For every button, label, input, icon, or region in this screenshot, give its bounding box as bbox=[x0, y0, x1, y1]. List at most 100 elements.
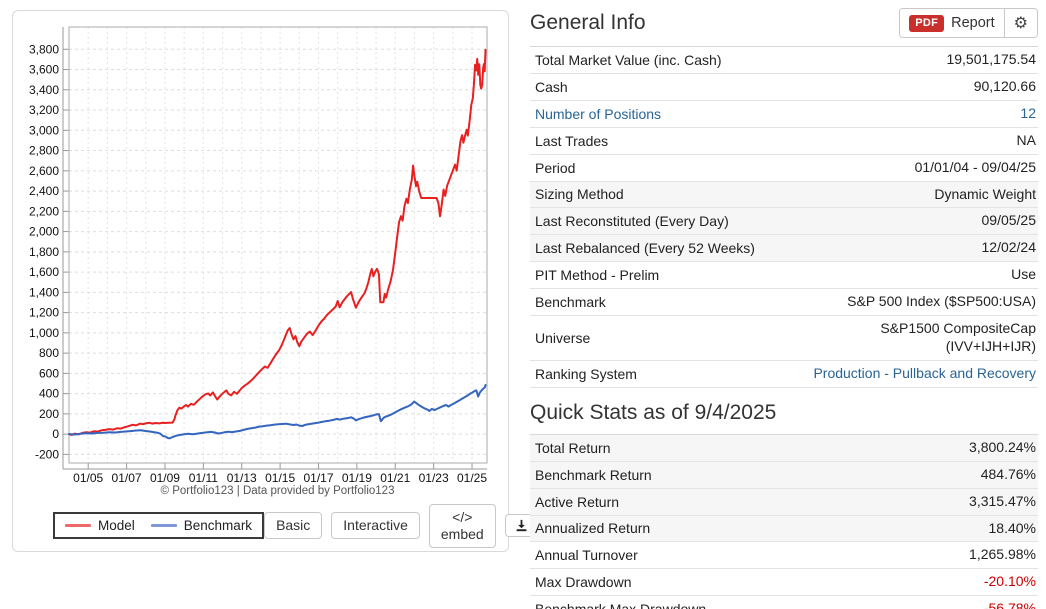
row-label: Benchmark Max Drawdown bbox=[535, 600, 706, 609]
row-label: Last Trades bbox=[535, 132, 609, 149]
download-chart-button[interactable] bbox=[504, 514, 538, 538]
row-value: 01/01/04 - 09/04/25 bbox=[914, 158, 1036, 175]
report-label: Report bbox=[951, 15, 995, 31]
svg-text:1,200: 1,200 bbox=[29, 306, 59, 320]
row-label: Last Rebalanced (Every 52 Weeks) bbox=[535, 240, 755, 257]
svg-text:600: 600 bbox=[39, 366, 59, 380]
table-row: Ranking System Production - Pullback and … bbox=[530, 361, 1038, 388]
table-row: Last Trades NA bbox=[530, 128, 1038, 155]
row-label: Annualized Return bbox=[535, 520, 651, 537]
row-value: 3,315.47% bbox=[969, 492, 1036, 509]
svg-text:800: 800 bbox=[39, 346, 59, 360]
svg-text:2,400: 2,400 bbox=[29, 184, 59, 198]
svg-text:01/05: 01/05 bbox=[73, 471, 103, 485]
gear-icon: ⚙ bbox=[1013, 13, 1028, 32]
table-row: Benchmark S&P 500 Index ($SP500:USA) bbox=[530, 289, 1038, 317]
svg-text:2,000: 2,000 bbox=[29, 225, 59, 239]
quick-stats-title: Quick Stats as of 9/4/2025 bbox=[530, 400, 777, 424]
table-row: Benchmark Max Drawdown -56.78% bbox=[530, 596, 1038, 609]
row-label: Sizing Method bbox=[535, 186, 624, 203]
download-icon bbox=[515, 519, 528, 532]
row-label: Max Drawdown bbox=[535, 574, 632, 591]
info-panel: General Info PDF Report ⚙ Total Market V… bbox=[530, 0, 1038, 609]
svg-text:01/21: 01/21 bbox=[380, 471, 410, 485]
row-value: 19,501,175.54 bbox=[946, 51, 1036, 67]
svg-text:3,800: 3,800 bbox=[29, 42, 59, 56]
row-label: Total Return bbox=[535, 439, 611, 456]
table-row: Annual Turnover 1,265.98% bbox=[530, 542, 1038, 570]
svg-text:1,600: 1,600 bbox=[29, 265, 59, 279]
legend-label: Benchmark bbox=[183, 518, 253, 534]
chart-view-buttons: Basic Interactive </> embed bbox=[264, 504, 538, 548]
svg-text:01/19: 01/19 bbox=[342, 471, 372, 485]
row-label: Period bbox=[535, 159, 576, 176]
svg-text:400: 400 bbox=[39, 387, 59, 401]
row-value: 09/05/25 bbox=[981, 212, 1037, 229]
general-info-header: General Info PDF Report ⚙ bbox=[530, 0, 1038, 46]
svg-text:1,400: 1,400 bbox=[29, 285, 59, 299]
table-row: PIT Method - Prelim Use bbox=[530, 262, 1038, 290]
legend-item-model[interactable]: Model bbox=[65, 518, 135, 533]
svg-text:01/15: 01/15 bbox=[265, 471, 295, 485]
interactive-view-button[interactable]: Interactive bbox=[331, 512, 420, 540]
svg-text:3,600: 3,600 bbox=[29, 63, 59, 77]
row-label: Total Market Value (inc. Cash) bbox=[535, 51, 722, 68]
row-label: Ranking System bbox=[535, 365, 637, 382]
table-row: Universe S&P1500 CompositeCap (IVV+IJH+IJ… bbox=[530, 316, 1038, 361]
header-actions: PDF Report ⚙ bbox=[899, 8, 1038, 38]
svg-text:-200: -200 bbox=[35, 447, 59, 461]
legend-item-benchmark[interactable]: Benchmark bbox=[150, 518, 253, 534]
general-info-title: General Info bbox=[530, 11, 646, 34]
embed-button[interactable]: </> embed bbox=[428, 504, 496, 548]
table-row: Cash 90,120.66 bbox=[530, 74, 1038, 101]
svg-text:0: 0 bbox=[52, 427, 59, 441]
svg-text:01/13: 01/13 bbox=[227, 471, 257, 485]
row-value: NA bbox=[1016, 131, 1036, 148]
general-info-table: Total Market Value (inc. Cash) 19,501,175… bbox=[530, 46, 1038, 388]
row-value: 90,120.66 bbox=[973, 77, 1036, 94]
row-value: 1,265.98% bbox=[969, 546, 1036, 563]
row-value: 3,800.24% bbox=[969, 438, 1036, 455]
row-value-link[interactable]: Production - Pullback and Recovery bbox=[813, 364, 1036, 381]
row-value: 484.76% bbox=[980, 465, 1036, 482]
settings-button[interactable]: ⚙ bbox=[1003, 9, 1037, 37]
svg-text:01/11: 01/11 bbox=[189, 471, 218, 485]
svg-text:01/07: 01/07 bbox=[112, 471, 142, 485]
svg-text:3,400: 3,400 bbox=[29, 83, 59, 97]
row-value: Use bbox=[1011, 266, 1036, 283]
table-row: Total Return 3,800.24% bbox=[530, 434, 1038, 462]
table-row: Sizing Method Dynamic Weight bbox=[530, 181, 1038, 209]
table-row: Last Reconstituted (Every Day) 09/05/25 bbox=[530, 208, 1038, 236]
row-label: Benchmark bbox=[535, 294, 606, 311]
svg-text:01/09: 01/09 bbox=[150, 471, 180, 485]
svg-text:1,800: 1,800 bbox=[29, 245, 59, 259]
legend-line-icon bbox=[65, 524, 91, 528]
svg-text:01/23: 01/23 bbox=[419, 471, 449, 485]
pdf-report-button[interactable]: PDF Report bbox=[900, 9, 1004, 37]
row-value: S&P1500 CompositeCap (IVV+IJH+IJR) bbox=[880, 320, 1036, 354]
basic-view-button[interactable]: Basic bbox=[264, 512, 323, 540]
row-label: Active Return bbox=[535, 493, 620, 510]
performance-chart-card: -200 0 200 400 600 800 1,000 1,200 1,400 1,600 1,8… bbox=[12, 10, 538, 552]
table-row: Active Return 3,315.47% bbox=[530, 488, 1038, 516]
row-value-link[interactable]: 12 bbox=[1020, 104, 1036, 121]
row-label-link[interactable]: Number of Positions bbox=[535, 105, 662, 122]
svg-text:01/17: 01/17 bbox=[303, 471, 333, 485]
chart-attribution: © Portfolio123 | Data provided by Portfo… bbox=[160, 485, 395, 497]
row-value: 18.40% bbox=[988, 519, 1036, 536]
row-label: Cash bbox=[535, 78, 568, 95]
svg-text:3,200: 3,200 bbox=[29, 103, 59, 117]
svg-text:200: 200 bbox=[39, 407, 59, 421]
legend-label: Model bbox=[98, 518, 135, 534]
performance-chart: -200 0 200 400 600 800 1,000 1,200 1,400 1,600 1,8… bbox=[29, 26, 488, 485]
table-row: Annualized Return 18.40% bbox=[530, 515, 1038, 543]
table-row: Number of Positions 12 bbox=[530, 101, 1038, 128]
svg-text:2,800: 2,800 bbox=[29, 144, 59, 158]
svg-text:3,000: 3,000 bbox=[29, 123, 59, 137]
table-row: Max Drawdown -20.10% bbox=[530, 569, 1038, 597]
svg-text:01/25: 01/25 bbox=[457, 471, 487, 485]
table-row: Total Market Value (inc. Cash) 19,501,175… bbox=[530, 47, 1038, 74]
pdf-badge: PDF bbox=[909, 14, 945, 32]
legend-line-icon bbox=[150, 524, 177, 528]
